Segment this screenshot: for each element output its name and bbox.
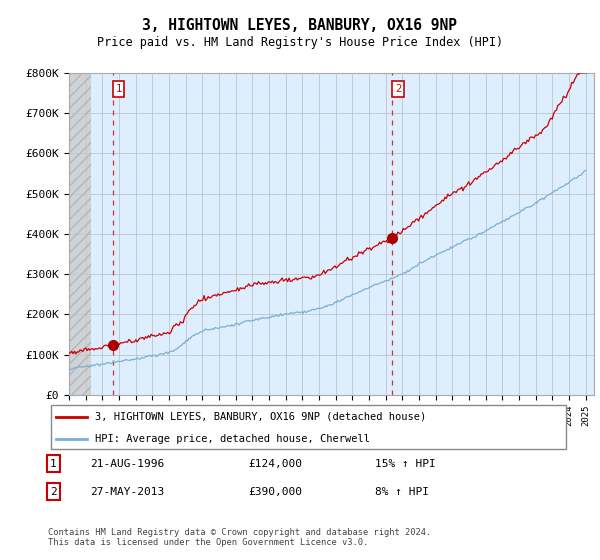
Text: 1: 1 bbox=[50, 459, 56, 469]
Text: 2: 2 bbox=[395, 84, 401, 94]
Text: £390,000: £390,000 bbox=[248, 487, 302, 497]
Text: Price paid vs. HM Land Registry's House Price Index (HPI): Price paid vs. HM Land Registry's House … bbox=[97, 36, 503, 49]
Text: Contains HM Land Registry data © Crown copyright and database right 2024.
This d: Contains HM Land Registry data © Crown c… bbox=[48, 528, 431, 547]
Text: £124,000: £124,000 bbox=[248, 459, 302, 469]
Text: 1: 1 bbox=[115, 84, 122, 94]
FancyBboxPatch shape bbox=[50, 405, 566, 449]
Text: 27-MAY-2013: 27-MAY-2013 bbox=[90, 487, 164, 497]
Text: 3, HIGHTOWN LEYES, BANBURY, OX16 9NP: 3, HIGHTOWN LEYES, BANBURY, OX16 9NP bbox=[143, 18, 458, 32]
Text: 15% ↑ HPI: 15% ↑ HPI bbox=[376, 459, 436, 469]
Text: 21-AUG-1996: 21-AUG-1996 bbox=[90, 459, 164, 469]
Text: 2: 2 bbox=[50, 487, 56, 497]
Text: 8% ↑ HPI: 8% ↑ HPI bbox=[376, 487, 430, 497]
Text: 3, HIGHTOWN LEYES, BANBURY, OX16 9NP (detached house): 3, HIGHTOWN LEYES, BANBURY, OX16 9NP (de… bbox=[95, 412, 426, 422]
Text: HPI: Average price, detached house, Cherwell: HPI: Average price, detached house, Cher… bbox=[95, 434, 370, 444]
